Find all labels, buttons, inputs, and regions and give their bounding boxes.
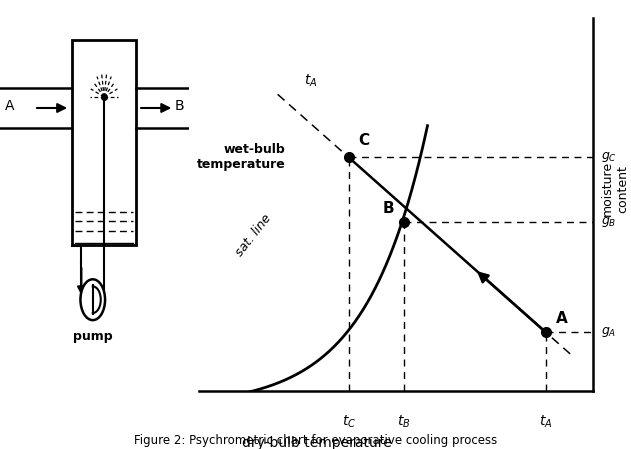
Text: pump: pump bbox=[73, 330, 112, 343]
Text: wet-bulb
temperature: wet-bulb temperature bbox=[197, 143, 286, 172]
Text: Figure 2: Psychrometric chart for evaporative cooling process: Figure 2: Psychrometric chart for evapor… bbox=[134, 434, 497, 447]
Text: $t_C$: $t_C$ bbox=[341, 414, 356, 430]
Text: A: A bbox=[556, 311, 567, 326]
Bar bbox=[72, 40, 136, 245]
Text: sat. line: sat. line bbox=[233, 211, 274, 259]
Text: C: C bbox=[358, 132, 370, 148]
Circle shape bbox=[81, 279, 105, 320]
Text: $g_A$: $g_A$ bbox=[601, 325, 616, 339]
Text: $t_A$: $t_A$ bbox=[304, 73, 318, 89]
Text: $t_A$: $t_A$ bbox=[539, 414, 553, 430]
Text: moisture
content: moisture content bbox=[601, 161, 629, 216]
Text: $t_B$: $t_B$ bbox=[397, 414, 411, 430]
Text: $g_B$: $g_B$ bbox=[601, 215, 616, 229]
Text: B: B bbox=[382, 201, 394, 216]
Text: A: A bbox=[4, 99, 15, 114]
Text: dry-bulb temperature: dry-bulb temperature bbox=[242, 436, 392, 449]
Text: B: B bbox=[175, 99, 185, 114]
Text: $g_C$: $g_C$ bbox=[601, 150, 617, 164]
